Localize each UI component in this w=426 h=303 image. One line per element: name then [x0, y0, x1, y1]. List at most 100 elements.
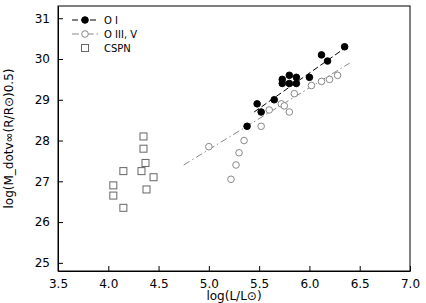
y-tick: 28	[35, 134, 63, 148]
point	[326, 76, 333, 83]
y-tick: 31	[35, 12, 63, 26]
y-tick-mark	[58, 222, 63, 223]
point	[291, 90, 298, 97]
point	[308, 82, 315, 89]
x-tick-mark	[309, 266, 310, 271]
x-tick-label: 4.0	[99, 277, 118, 291]
point	[143, 186, 150, 193]
x-tick: 6.0	[300, 266, 319, 291]
point	[293, 80, 300, 87]
y-tick-label: 27	[35, 175, 50, 189]
x-axis-title: log(L/L⊙)	[206, 289, 261, 303]
fit-line	[184, 63, 350, 165]
point	[241, 137, 248, 144]
plot: 3.5 4.0 4.5 5.0 5.5 6.0 6.5 7.0 25 26 27 28 29 30 31 O …	[35, 6, 420, 291]
legend-label: O I	[104, 15, 118, 26]
fit-line	[254, 45, 350, 112]
y-tick: 27	[35, 175, 63, 189]
x-tick: 6.5	[351, 266, 370, 291]
point	[334, 72, 341, 79]
point	[228, 176, 235, 183]
y-tick: 30	[35, 52, 63, 66]
y-tick-mark	[58, 59, 63, 60]
point	[140, 145, 147, 152]
x-tick-mark	[159, 266, 160, 271]
point	[142, 159, 149, 166]
chart: 3.5 4.0 4.5 5.0 5.5 6.0 6.5 7.0 25 26 27 28 29 30 31 O …	[0, 0, 426, 303]
x-tick: 5.0	[200, 266, 219, 291]
point	[258, 123, 265, 130]
point	[206, 143, 213, 150]
legend-label: O III, V	[104, 29, 137, 40]
legend-marker	[82, 45, 89, 52]
point	[324, 58, 331, 65]
x-tick-mark	[259, 266, 260, 271]
y-axis-line	[58, 7, 59, 272]
y-tick-label: 26	[35, 215, 50, 229]
point	[286, 80, 293, 87]
point	[120, 204, 127, 211]
point	[286, 109, 293, 116]
legend-marker	[82, 31, 89, 38]
point	[258, 109, 265, 116]
legend-label: CSPN	[104, 43, 131, 54]
x-tick-label: 6.0	[300, 277, 319, 291]
x-tick-mark	[410, 266, 411, 271]
point	[318, 52, 325, 59]
point	[286, 72, 293, 79]
point	[244, 123, 251, 130]
y-tick-label: 30	[35, 52, 50, 66]
y-tick-mark	[58, 141, 63, 142]
x-tick-label: 6.5	[351, 277, 370, 291]
point	[254, 101, 261, 108]
point	[110, 192, 117, 199]
x-tick: 7.0	[401, 266, 420, 291]
y-tick-mark	[58, 263, 63, 264]
marks	[110, 43, 350, 211]
y-tick-label: 31	[35, 12, 50, 26]
point	[306, 74, 313, 81]
x-tick-mark	[360, 266, 361, 271]
y-tick-label: 25	[35, 256, 50, 270]
legend-item: O III, V	[72, 29, 137, 40]
x-tick-label: 3.5	[49, 277, 68, 291]
point	[293, 74, 300, 81]
legend-marker	[82, 17, 89, 24]
y-axis-title: log(M_dotv∞(R/R⊙)0.5)	[2, 69, 16, 209]
x-tick-label: 4.5	[150, 277, 169, 291]
plot-frame	[58, 6, 410, 271]
point	[341, 43, 348, 50]
point	[110, 182, 117, 189]
legend: O I O III, V CSPN	[72, 15, 137, 54]
x-tick: 5.5	[250, 266, 269, 291]
point	[150, 174, 157, 181]
y-tick: 29	[35, 93, 63, 107]
x-tick-label: 7.0	[401, 277, 420, 291]
point	[281, 103, 288, 110]
y-tick: 26	[35, 215, 63, 229]
point	[233, 162, 240, 169]
x-tick-mark	[209, 266, 210, 271]
y-tick: 25	[35, 256, 63, 270]
y-axis: 25 26 27 28 29 30 31	[35, 7, 63, 272]
y-tick-label: 28	[35, 134, 50, 148]
point	[140, 133, 147, 140]
y-tick-mark	[58, 18, 63, 19]
x-tick-mark	[108, 266, 109, 271]
x-tick: 4.5	[150, 266, 169, 291]
x-axis: 3.5 4.0 4.5 5.0 5.5 6.0 6.5 7.0	[49, 266, 420, 291]
legend-item: O I	[72, 15, 118, 26]
point	[138, 168, 145, 175]
point	[271, 96, 278, 103]
point	[236, 149, 243, 156]
point	[266, 107, 273, 114]
y-tick-label: 29	[35, 93, 50, 107]
x-tick: 4.0	[99, 266, 118, 291]
point	[120, 168, 127, 175]
point	[279, 80, 286, 87]
y-tick-mark	[58, 181, 63, 182]
x-axis-line	[59, 271, 411, 272]
legend-item: CSPN	[82, 43, 131, 54]
point	[318, 78, 325, 85]
y-tick-mark	[58, 100, 63, 101]
